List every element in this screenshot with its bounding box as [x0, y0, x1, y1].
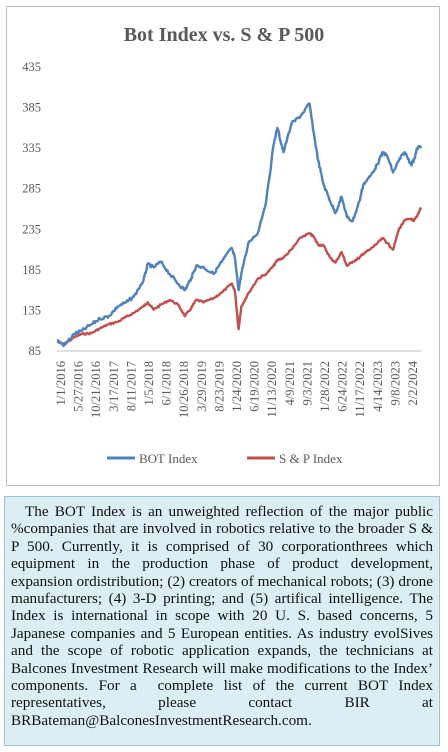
x-tick-label: 11/17/2022	[353, 361, 367, 417]
legend-label: S & P Index	[279, 451, 343, 466]
chart-title: Bot Index vs. S & P 500	[124, 24, 325, 46]
y-tick-label: 385	[22, 101, 41, 115]
chart-svg: Bot Index vs. S & P 500 85 135 185 235 285 33…	[22, 24, 423, 466]
x-tick-label: 1/1/2016	[54, 361, 68, 405]
x-tick-label: 10/21/2016	[89, 361, 103, 418]
y-tick-label: 235	[22, 222, 41, 236]
x-axis: 1/1/2016 5/27/2016 10/21/2016 3/17/2017 8/11…	[54, 350, 421, 418]
x-tick-label: 10/26/2018	[177, 361, 191, 418]
legend: BOT Index S & P Index	[107, 451, 343, 466]
x-tick-label: 9/8/2023	[388, 361, 402, 405]
x-tick-label: 8/11/2017	[124, 361, 138, 411]
y-tick-label: 435	[22, 60, 41, 74]
x-tick-label: 6/24/2022	[336, 361, 350, 412]
y-tick-label: 185	[22, 263, 41, 277]
x-tick-label: 6/1/2018	[160, 361, 174, 405]
x-tick-label: 5/27/2016	[72, 361, 86, 412]
y-axis: 85 135 185 235 285 335 385 435	[22, 60, 41, 358]
bot-index-line	[56, 102, 423, 348]
x-tick-label: 3/17/2017	[107, 361, 121, 412]
x-tick-label: 1/5/2018	[142, 361, 156, 405]
y-tick-label: 85	[29, 344, 42, 358]
x-tick-label: 11/13/2020	[265, 361, 279, 417]
chart-frame: Bot Index vs. S & P 500 85 135 185 235 285 33…	[6, 6, 440, 486]
x-tick-label: 2/2/2024	[406, 360, 420, 405]
x-tick-label: 4/14/2023	[371, 361, 385, 412]
x-tick-label: 8/23/2019	[212, 361, 226, 412]
x-tick-label: 1/28/2022	[318, 361, 332, 412]
x-tick-label: 9/3/2021	[300, 361, 314, 405]
x-tick-label: 1/24/2020	[230, 361, 244, 412]
y-tick-label: 285	[22, 182, 41, 196]
x-tick-label: 4/9/2021	[283, 361, 297, 405]
x-tick-label: 3/29/2019	[195, 361, 209, 412]
legend-label: BOT Index	[139, 451, 198, 466]
description-text: The BOT Index is an unweighted reflectio…	[11, 503, 433, 729]
description-box: The BOT Index is an unweighted reflectio…	[4, 496, 440, 746]
y-tick-label: 335	[22, 141, 41, 155]
plot-area	[56, 102, 423, 348]
y-tick-label: 135	[22, 303, 41, 317]
sp-index-line	[56, 206, 423, 346]
x-tick-label: 6/19/2020	[248, 361, 262, 412]
